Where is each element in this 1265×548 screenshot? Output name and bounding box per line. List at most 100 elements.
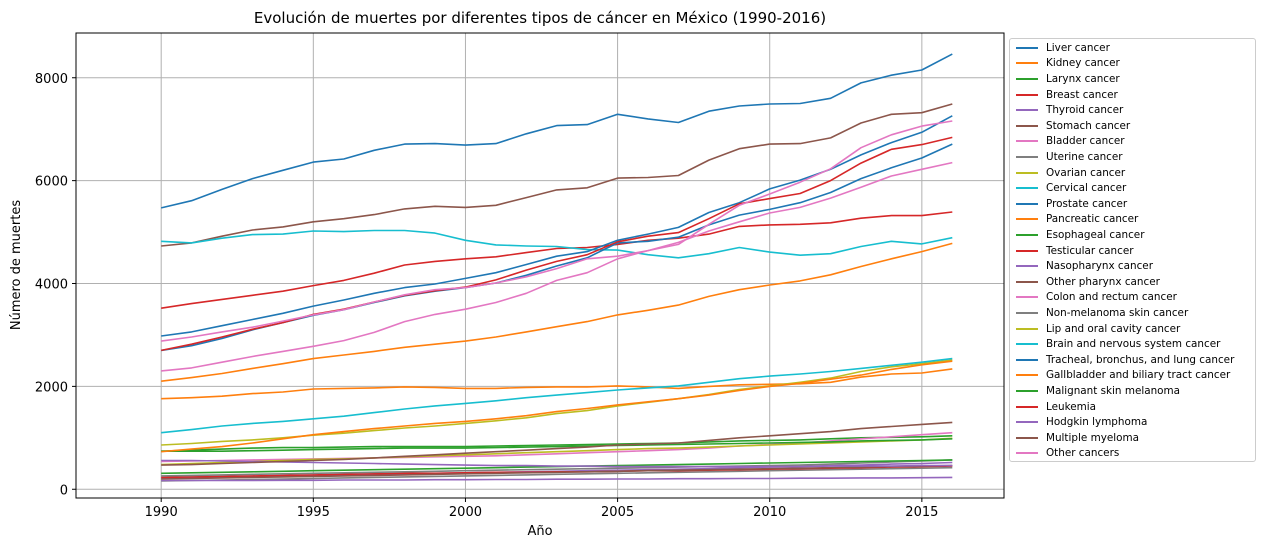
series-line-leukemia — [161, 136, 953, 352]
legend-label: Pancreatic cancer — [1046, 213, 1139, 226]
legend-label: Leukemia — [1046, 400, 1096, 413]
legend-item-ovarian-cancer: Ovarian cancer — [1016, 165, 1125, 181]
series-line-colon-and-rectum-cancer — [161, 161, 953, 372]
y-tick-label: 6000 — [35, 175, 68, 190]
series-line-kidney-cancer — [161, 368, 953, 400]
series-line-non-melanoma-skin-cancer — [161, 459, 953, 477]
legend-label: Multiple myeloma — [1046, 431, 1139, 444]
x-tick-label: 2005 — [601, 505, 634, 520]
y-tick-label: 2000 — [35, 380, 68, 395]
legend-swatch — [1016, 311, 1038, 314]
legend-swatch — [1016, 327, 1038, 330]
y-axis-ticks: 0 2000 4000 6000 8000 — [35, 72, 76, 498]
legend-label: Other pharynx cancer — [1046, 275, 1160, 288]
legend-swatch — [1016, 140, 1038, 143]
legend-label: Non-melanoma skin cancer — [1046, 306, 1189, 319]
legend-item-lip-and-oral-cavity-cancer: Lip and oral cavity cancer — [1016, 321, 1180, 337]
series-line-nasopharynx-cancer — [161, 476, 953, 482]
legend-label: Cervical cancer — [1046, 182, 1127, 195]
legend-item-larynx-cancer: Larynx cancer — [1016, 71, 1120, 87]
legend-swatch — [1016, 374, 1038, 377]
series-line-liver-cancer — [161, 53, 953, 209]
legend-label: Prostate cancer — [1046, 197, 1128, 210]
x-tick-label: 1990 — [145, 505, 178, 520]
legend-item-other-cancers: Other cancers — [1016, 446, 1119, 462]
x-tick-label: 2010 — [753, 505, 786, 520]
y-tick-label: 4000 — [35, 278, 68, 293]
legend-swatch — [1016, 389, 1038, 392]
legend-item-testicular-cancer: Testicular cancer — [1016, 243, 1134, 259]
series-line-other-pharynx-cancer — [161, 464, 953, 480]
legend-label: Nasopharynx cancer — [1046, 260, 1153, 273]
legend-swatch — [1016, 109, 1038, 112]
legend-item-stomach-cancer: Stomach cancer — [1016, 118, 1130, 134]
legend-label: Testicular cancer — [1046, 244, 1134, 257]
legend-swatch — [1016, 187, 1038, 190]
legend-swatch — [1016, 93, 1038, 96]
legend-item-nasopharynx-cancer: Nasopharynx cancer — [1016, 258, 1153, 274]
legend-label: Malignant skin melanoma — [1046, 384, 1181, 397]
x-axis-label: Año — [527, 524, 552, 539]
legend-item-colon-and-rectum-cancer: Colon and rectum cancer — [1016, 290, 1177, 306]
series-line-uterine-cancer — [161, 466, 953, 482]
legend-item-esophageal-cancer: Esophageal cancer — [1016, 227, 1144, 243]
legend-swatch — [1016, 296, 1038, 299]
legend-label: Lip and oral cavity cancer — [1046, 322, 1181, 335]
legend-swatch — [1016, 124, 1038, 127]
x-tick-label: 2015 — [905, 505, 938, 520]
series-line-pancreatic-cancer — [161, 242, 953, 382]
series-line-breast-cancer — [161, 211, 953, 309]
legend-swatch — [1016, 171, 1038, 174]
series-line-multiple-myeloma — [161, 421, 953, 466]
legend-swatch — [1016, 233, 1038, 236]
legend-item-multiple-myeloma: Multiple myeloma — [1016, 430, 1139, 446]
legend-swatch — [1016, 358, 1038, 361]
legend-item-other-pharynx-cancer: Other pharynx cancer — [1016, 274, 1160, 290]
legend-swatch — [1016, 218, 1038, 221]
legend-swatch — [1016, 77, 1038, 80]
series-line-brain-and-nervous-system-cancer — [161, 357, 953, 434]
legend-item-hodgkin-lymphoma: Hodgkin lymphoma — [1016, 414, 1147, 430]
legend-item-breast-cancer: Breast cancer — [1016, 87, 1118, 103]
legend-item-malignant-skin-melanoma: Malignant skin melanoma — [1016, 383, 1180, 399]
legend-label: Esophageal cancer — [1046, 228, 1145, 241]
legend-swatch — [1016, 155, 1038, 158]
legend: Liver cancer Kidney cancer Larynx cancer Br… — [1009, 38, 1256, 462]
grid-lines — [76, 33, 1004, 498]
series-line-ovarian-cancer — [161, 437, 953, 466]
series-line-larynx-cancer — [161, 435, 953, 452]
x-axis-ticks: 1990 1995 2000 2005 2010 2015 — [145, 498, 938, 520]
legend-label: Bladder cancer — [1046, 135, 1125, 148]
legend-label: Larynx cancer — [1046, 72, 1120, 85]
x-tick-label: 1995 — [297, 505, 330, 520]
legend-item-non-melanoma-skin-cancer: Non-melanoma skin cancer — [1016, 305, 1188, 321]
legend-swatch — [1016, 343, 1038, 346]
legend-item-leukemia: Leukemia — [1016, 399, 1096, 415]
legend-label: Kidney cancer — [1046, 57, 1120, 70]
legend-item-kidney-cancer: Kidney cancer — [1016, 56, 1120, 72]
legend-swatch — [1016, 202, 1038, 205]
legend-item-thyroid-cancer: Thyroid cancer — [1016, 102, 1123, 118]
legend-label: Other cancers — [1046, 447, 1120, 460]
legend-item-pancreatic-cancer: Pancreatic cancer — [1016, 212, 1138, 228]
series-line-other-cancers — [161, 120, 953, 342]
legend-item-cervical-cancer: Cervical cancer — [1016, 180, 1126, 196]
x-tick-label: 2000 — [449, 505, 482, 520]
legend-label: Hodgkin lymphoma — [1046, 416, 1148, 429]
legend-swatch — [1016, 62, 1038, 65]
legend-item-prostate-cancer: Prostate cancer — [1016, 196, 1127, 212]
plot-frame — [75, 32, 1005, 499]
y-tick-label: 8000 — [35, 72, 68, 87]
legend-item-liver-cancer: Liver cancer — [1016, 40, 1110, 56]
legend-swatch — [1016, 421, 1038, 424]
legend-swatch — [1016, 436, 1038, 439]
legend-item-uterine-cancer: Uterine cancer — [1016, 149, 1123, 165]
chart-title: Evolución de muertes por diferentes tipo… — [254, 9, 826, 27]
y-tick-label: 0 — [60, 483, 68, 498]
series-line-esophageal-cancer — [161, 438, 953, 453]
series-line-stomach-cancer — [161, 103, 953, 247]
series-line-hodgkin-lymphoma — [161, 459, 953, 468]
legend-swatch — [1016, 265, 1038, 268]
legend-swatch — [1016, 405, 1038, 408]
series-line-cervical-cancer — [161, 229, 953, 259]
